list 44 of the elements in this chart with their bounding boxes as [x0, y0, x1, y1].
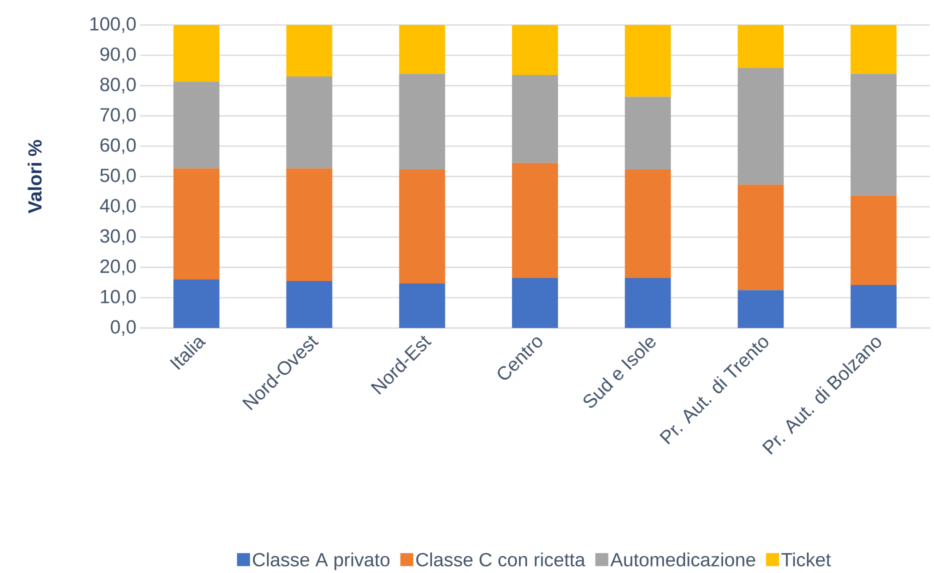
bar: [173, 280, 220, 328]
bar: [850, 195, 897, 285]
y-tick-label: 80,0: [100, 78, 136, 94]
bar: [512, 162, 558, 278]
bar: [624, 278, 671, 328]
bar: [286, 24, 332, 77]
bar: [738, 68, 784, 185]
y-tick-label: 20,0: [100, 260, 136, 276]
y-axis-title: Valori %: [28, 140, 42, 214]
bar: [738, 184, 784, 290]
y-tick-label: 40,0: [100, 198, 136, 215]
bar: [399, 74, 446, 170]
y-tick-label: 90,0: [100, 47, 136, 64]
y-tick-label: 10,0: [100, 290, 136, 306]
bar: [624, 96, 671, 170]
legend-label: Ticket: [781, 552, 831, 566]
y-tick-label: 50,0: [100, 168, 136, 184]
bar: [173, 24, 220, 82]
legend-label: Automedicazione: [610, 552, 756, 566]
bar: [286, 281, 332, 328]
bar: [286, 168, 332, 282]
y-tick-label: 60,0: [100, 138, 136, 154]
bar: [512, 24, 558, 75]
bar: [512, 74, 558, 163]
y-tick-label: 100,0: [90, 17, 136, 33]
y-tick-label: 30,0: [100, 229, 136, 245]
legend-label: Classe C con ricetta: [416, 552, 586, 566]
bar: [286, 76, 332, 168]
bar: [850, 74, 897, 196]
bar: [399, 170, 446, 284]
bar: [624, 24, 671, 97]
legend-label: Classe A privato: [252, 552, 390, 570]
bar: [173, 168, 220, 280]
bar: [399, 283, 446, 328]
bar: [173, 82, 220, 168]
y-tick-label: 70,0: [100, 108, 136, 124]
bar: [624, 170, 671, 278]
bar: [850, 284, 897, 328]
bar: [399, 24, 446, 74]
bar: [738, 24, 784, 68]
bar: [738, 290, 784, 328]
bar: [512, 278, 558, 328]
y-tick-label: 0,0: [110, 320, 136, 336]
bar: [850, 24, 897, 74]
